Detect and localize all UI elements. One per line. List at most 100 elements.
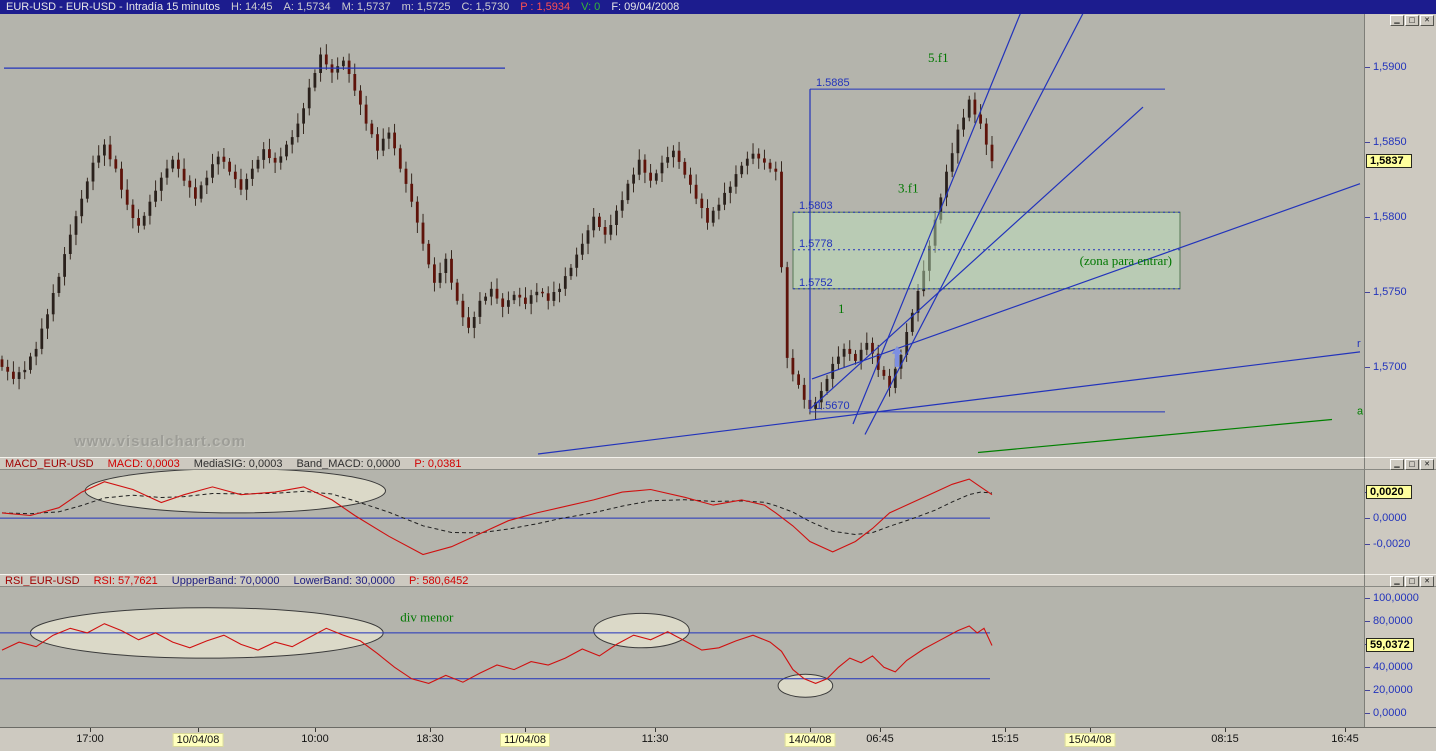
candles	[0, 44, 994, 420]
time-axis[interactable]: 17:00 10/04/08 10:00 18:30 11/04/08 11:30 14/0…	[0, 727, 1436, 751]
price-chart-plot[interactable]: 1.5885 1.5803 1.5778 1.5752 1.5670 5.f1 3.f1 1 (…	[0, 14, 1364, 457]
indicator-header-segment: MACD_EUR-USD	[5, 458, 94, 470]
current-value-badge: 59,0372	[1366, 638, 1414, 653]
titlebar-segment: EUR-USD - EUR-USD - Intradía 15 minutos	[6, 1, 220, 13]
current-value-badge: 1,5837	[1366, 154, 1412, 169]
rsi-line	[1, 623, 993, 684]
macd-panel-minimize-button[interactable]: ▁	[1390, 459, 1404, 470]
date-axis-label: 15/04/08	[1064, 733, 1116, 747]
axis-label: -0,0020	[1373, 538, 1411, 551]
price-level-label: 1.5885	[816, 77, 850, 89]
trendline	[977, 418, 1333, 454]
axis-label: 0,0000	[1373, 512, 1407, 525]
indicator-header-segment: LowerBand: 30,0000	[293, 575, 395, 587]
axis-label: 40,0000	[1373, 661, 1413, 674]
line-tag-label: r	[1357, 338, 1361, 350]
indicator-header-segment: RSI: 57,7621	[93, 575, 158, 587]
price-panel-close-button[interactable]: ✕	[1420, 15, 1434, 26]
annotation-ellipse	[84, 470, 386, 514]
price-level-label: 1.5670	[816, 400, 850, 412]
price-panel-window-buttons: ▁ □ ✕	[1390, 15, 1434, 26]
titlebar-segment: A: 1,5734	[283, 1, 331, 13]
macd-plot[interactable]	[0, 470, 1364, 574]
rsi-panel-restore-button[interactable]: □	[1405, 576, 1419, 587]
chart-annotation: 1	[838, 301, 845, 316]
time-axis-tick	[315, 728, 316, 732]
axis-tick	[1365, 713, 1370, 715]
chart-annotation: 3.f1	[898, 181, 919, 196]
trendline	[811, 183, 1361, 380]
axis-label: 1,5700	[1373, 360, 1407, 373]
date-axis-label: 14/04/08	[784, 733, 836, 747]
macd-panel-close-button[interactable]: ✕	[1420, 459, 1434, 470]
time-axis-label: 16:45	[1331, 733, 1359, 745]
rsi-header: RSI_EUR-USD RSI: 57,7621 UppperBand: 70,00…	[0, 574, 1364, 587]
time-axis-tick	[90, 728, 91, 732]
titlebar-segment: C: 1,5730	[461, 1, 510, 13]
date-axis-label: 11/04/08	[499, 733, 551, 747]
annotation-ellipse	[777, 673, 834, 698]
price-axis[interactable]: ▁ □ ✕ 1,5900 1,5850 1,5800 1,5750 1,5700 1,5837	[1364, 14, 1436, 457]
axis-tick	[1365, 598, 1370, 600]
price-level-label: 1.5778	[799, 238, 833, 250]
time-axis-tick	[430, 728, 431, 732]
indicator-header-segment: P: 0,0381	[414, 458, 462, 470]
titlebar-segment: V: 0	[581, 1, 601, 13]
rsi-panel: div menor 100,000080,000060,000040,00002…	[0, 587, 1436, 727]
rsi-axis[interactable]: 100,000080,000060,000040,000020,00000,00…	[1364, 587, 1436, 727]
indicator-header-segment: P: 580,6452	[408, 575, 469, 587]
time-axis-label: 10:00	[301, 733, 329, 745]
current-value-badge: 0,0020	[1366, 485, 1412, 500]
axis-tick	[1365, 690, 1370, 692]
time-axis-label: 06:45	[866, 733, 894, 745]
axis-label: 1,5800	[1373, 210, 1407, 223]
titlebar-segment: H: 14:45	[230, 1, 273, 13]
rsi-header-row: RSI_EUR-USD RSI: 57,7621 UppperBand: 70,00…	[0, 574, 1436, 587]
price-panel-restore-button[interactable]: □	[1405, 15, 1419, 26]
rsi-panel-minimize-button[interactable]: ▁	[1390, 576, 1404, 587]
trendline	[864, 14, 1084, 435]
axis-label: 20,0000	[1373, 684, 1413, 697]
time-axis-tick	[655, 728, 656, 732]
time-axis-tick	[525, 728, 526, 732]
time-axis-label: 11:30	[641, 733, 669, 745]
time-axis-tick	[810, 728, 811, 732]
indicator-header-segment: UppperBand: 70,0000	[171, 575, 280, 587]
axis-label: 1,5850	[1373, 135, 1407, 148]
axis-label: 1,5750	[1373, 285, 1407, 298]
rsi-panel-close-button[interactable]: ✕	[1420, 576, 1434, 587]
axis-tick	[1365, 366, 1370, 368]
axis-tick	[1365, 621, 1370, 623]
time-axis-tick	[1005, 728, 1006, 732]
rsi-chart: div menor	[0, 607, 993, 698]
rsi-plot[interactable]: div menor	[0, 587, 1364, 727]
chart-title-bar[interactable]: EUR-USD - EUR-USD - Intradía 15 minutos H…	[0, 0, 1436, 14]
indicator-header-segment: MediaSIG: 0,0003	[193, 458, 283, 470]
axis-tick	[1365, 518, 1370, 520]
time-axis-tick	[1345, 728, 1346, 732]
watermark: www.visualchart.com	[74, 433, 246, 450]
candlestick-chart: 1.5885 1.5803 1.5778 1.5752 1.5670 5.f1 3.f1 1 (…	[0, 14, 1364, 455]
up-arrow-icon	[892, 345, 902, 367]
indicator-header-segment: MACD: 0,0003	[107, 458, 180, 470]
trendline	[537, 351, 1361, 455]
titlebar-segment: m: 1,5725	[401, 1, 451, 13]
macd-panel-window-buttons: ▁ □ ✕	[1390, 459, 1434, 470]
titlebar-segment: P : 1,5934	[520, 1, 571, 13]
axis-tick	[1365, 544, 1370, 546]
time-axis-tick	[1225, 728, 1226, 732]
time-axis-label: 17:00	[76, 733, 104, 745]
time-axis-label: 08:15	[1211, 733, 1239, 745]
price-panel-minimize-button[interactable]: ▁	[1390, 15, 1404, 26]
time-axis-tick	[1090, 728, 1091, 732]
time-axis-label: 18:30	[416, 733, 444, 745]
time-axis-label: 15:15	[991, 733, 1019, 745]
indicator-header-segment: Band_MACD: 0,0000	[296, 458, 401, 470]
macd-panel-restore-button[interactable]: □	[1405, 459, 1419, 470]
date-axis-label: 10/04/08	[172, 733, 224, 747]
titlebar-segment: F: 09/04/2008	[611, 1, 680, 13]
macd-line	[1, 478, 993, 556]
